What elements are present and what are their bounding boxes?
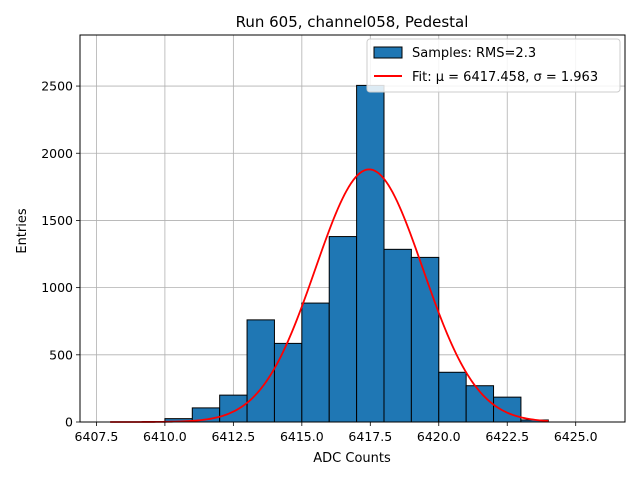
histogram-bars: [164, 84, 549, 423]
x-tick-label: 6425.0: [554, 429, 598, 444]
y-tick-label: 2500: [41, 79, 73, 94]
x-axis-ticks: 6407.5 6410.0 6412.5 6415.0 6417.5 6420.0 6422…: [75, 422, 598, 444]
x-axis-label: ADC Counts: [313, 451, 391, 466]
x-tick-label: 6420.0: [417, 429, 461, 444]
fit-curve-layer: [110, 168, 549, 423]
plot-frame: [79, 34, 626, 423]
y-tick-label: 1500: [41, 213, 73, 228]
x-tick-label: 6422.5: [485, 429, 529, 444]
y-tick-label: 0: [65, 415, 73, 430]
histogram-bar: [438, 371, 467, 423]
x-tick-label: 6417.5: [348, 429, 392, 444]
y-tick-label: 1000: [41, 280, 73, 295]
histogram-bar: [356, 84, 385, 423]
legend: Samples: RMS=2.3 Fit: μ = 6417.458, σ = …: [366, 38, 621, 93]
histogram-bar: [410, 256, 440, 423]
histogram-bar: [246, 319, 275, 423]
legend-label-fit: Fit: μ = 6417.458, σ = 1.963: [412, 70, 598, 85]
histogram-bar: [493, 396, 522, 423]
legend-box: [366, 38, 621, 93]
x-tick-label: 6412.5: [211, 429, 255, 444]
histogram-bar: [273, 342, 303, 423]
y-axis-ticks: 0 500 1000 1500 2000 2500: [41, 79, 80, 430]
histogram-bar: [219, 394, 248, 423]
chart-title: Run 605, channel058, Pedestal: [236, 13, 469, 31]
histogram-bar: [301, 302, 330, 423]
x-tick-label: 6415.0: [280, 429, 324, 444]
x-tick-label: 6407.5: [75, 429, 119, 444]
histogram-bar: [383, 248, 412, 423]
x-tick-label: 6410.0: [143, 429, 187, 444]
y-tick-label: 500: [49, 347, 73, 362]
gaussian-fit-curve: [110, 168, 549, 423]
y-tick-label: 2000: [41, 146, 73, 161]
histogram-bar: [328, 236, 358, 423]
legend-swatch-samples: [373, 46, 403, 59]
y-axis-label: Entries: [15, 208, 30, 254]
legend-label-samples: Samples: RMS=2.3: [412, 46, 536, 61]
